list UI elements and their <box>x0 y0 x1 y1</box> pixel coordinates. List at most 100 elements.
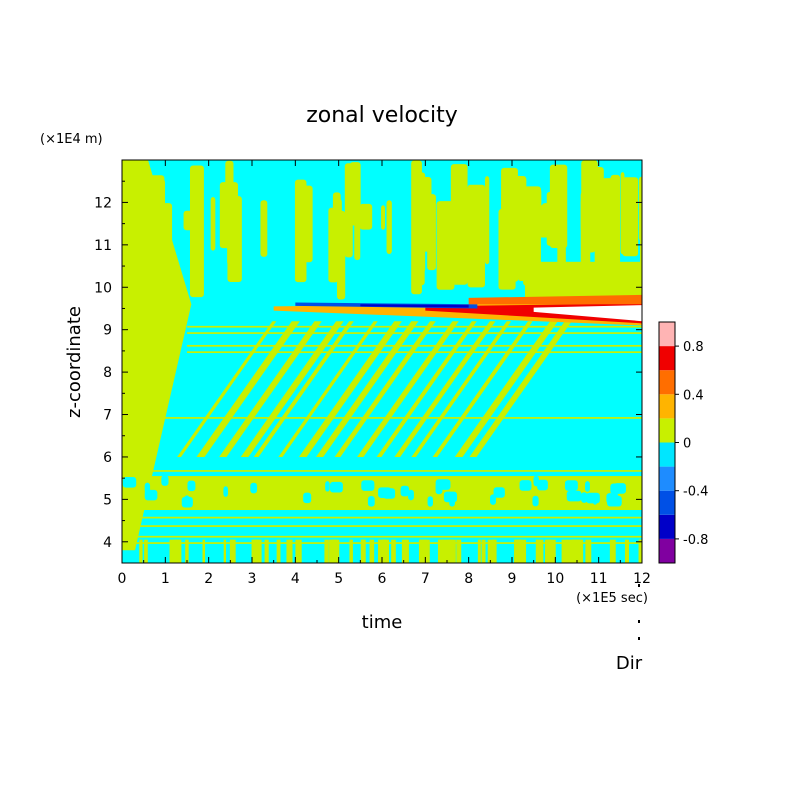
field-stripe <box>253 321 354 457</box>
plot-area <box>122 160 642 563</box>
dir-marker-dot <box>638 637 640 640</box>
field-hole <box>533 475 539 487</box>
field-band <box>187 344 642 347</box>
field-streak <box>622 177 639 257</box>
field-streak <box>329 539 333 563</box>
field-streak <box>169 539 176 563</box>
field-streak <box>337 198 342 230</box>
field-streak <box>122 196 140 284</box>
field-streak <box>484 176 490 265</box>
dir-marker-dot <box>638 620 640 623</box>
x-tick-label: 0 <box>118 571 127 587</box>
field-hole <box>581 492 588 503</box>
x-unit-label: (×1E5 sec) <box>576 591 648 606</box>
dir-label: Dir <box>616 653 643 674</box>
y-tick-label: 7 <box>103 408 112 424</box>
jet-core <box>533 305 642 322</box>
field-streak <box>477 539 481 563</box>
field-stripe <box>376 321 477 457</box>
x-axis-label: time <box>362 612 403 633</box>
x-axis: 0 1 2 3 4 5 6 7 8 9 10 11 12 <box>118 160 651 587</box>
field-patch <box>525 261 642 300</box>
field-streak <box>501 167 518 225</box>
field-streak <box>324 539 329 563</box>
x-tick-label: 11 <box>590 571 608 587</box>
field-streak <box>583 193 596 253</box>
field-streak <box>286 539 293 563</box>
field-streak <box>202 539 206 563</box>
dir-marker-dot <box>638 584 640 587</box>
field-streak <box>227 198 241 266</box>
field-streak <box>378 539 386 563</box>
field-hole <box>449 496 455 507</box>
y-tick-label: 12 <box>94 195 112 211</box>
y-tick-label: 6 <box>103 450 112 466</box>
field-stripe <box>177 321 277 457</box>
field-streak <box>361 539 366 563</box>
field-streak <box>624 539 630 563</box>
field-streak <box>223 539 226 563</box>
field-streak <box>610 174 621 281</box>
colorbar-tick-label: 0.4 <box>683 388 704 403</box>
field-hole <box>329 481 343 493</box>
field-streak <box>541 203 561 230</box>
field-streak <box>210 197 216 251</box>
field-streak <box>585 539 592 563</box>
field-streak <box>638 176 642 241</box>
field-streak <box>331 539 338 563</box>
field-streak <box>498 209 516 290</box>
colorbar: 0.8 0.4 0 -0.4 -0.8 <box>658 321 708 564</box>
colorbar-swatch <box>659 346 675 371</box>
field-hole <box>187 480 196 492</box>
field-streak <box>456 539 462 563</box>
field-streak <box>487 539 495 563</box>
field-hole <box>367 495 375 507</box>
field-streak <box>481 539 486 563</box>
field-hole <box>427 496 433 507</box>
field-streak <box>302 185 313 263</box>
field-hole <box>613 483 626 494</box>
field-hole <box>408 489 414 501</box>
field-streak <box>349 539 353 563</box>
y-tick-label: 10 <box>94 280 112 296</box>
field-hole <box>161 475 169 486</box>
field-band <box>187 325 642 328</box>
field-streak <box>572 539 580 563</box>
colorbar-swatch <box>659 514 675 539</box>
field-streak <box>418 539 423 563</box>
field-stripe <box>219 321 322 457</box>
y-tick-label: 8 <box>103 365 112 381</box>
field-streak <box>548 539 556 563</box>
chart-title: zonal velocity <box>306 103 458 128</box>
y-tick-label: 11 <box>94 238 112 254</box>
field-band <box>187 332 642 334</box>
jet-band <box>360 304 469 308</box>
x-tick-label: 5 <box>334 571 343 587</box>
y-unit-label: (×1E4 m) <box>40 132 103 147</box>
field-streak <box>436 201 455 290</box>
field-streak <box>420 539 427 563</box>
field-streak <box>386 200 392 254</box>
colorbar-tick-label: -0.4 <box>683 485 708 500</box>
field-streak <box>175 539 180 563</box>
x-tick-label: 8 <box>464 571 473 587</box>
x-tick-label: 1 <box>161 571 170 587</box>
field-hole <box>607 495 622 507</box>
field-stripe <box>316 321 419 457</box>
field-streak <box>144 539 148 563</box>
y-tick-label: 4 <box>103 535 112 551</box>
field-hole <box>250 482 258 494</box>
field-streak <box>517 539 527 563</box>
x-tick-label: 4 <box>291 571 300 587</box>
x-tick-label: 6 <box>378 571 387 587</box>
field-band <box>122 516 642 519</box>
field-band <box>122 535 642 538</box>
field-hole <box>122 476 137 488</box>
field-streak <box>535 539 544 563</box>
field-streak <box>639 539 642 563</box>
field-stripe <box>411 321 512 457</box>
field-streak <box>446 539 454 563</box>
field-hole <box>400 485 410 497</box>
x-tick-label: 9 <box>508 571 517 587</box>
field-hole <box>144 489 158 501</box>
